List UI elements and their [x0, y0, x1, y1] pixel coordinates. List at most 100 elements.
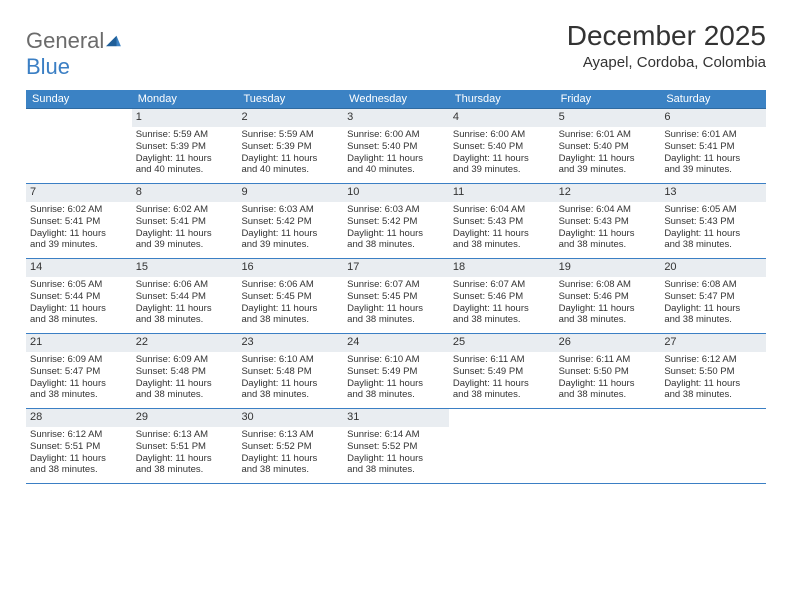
day-cell: 29 Sunrise: 6:13 AMSunset: 5:51 PMDayligh…	[132, 409, 238, 483]
sunset-text: Sunset: 5:48 PM	[136, 366, 234, 378]
sunset-text: Sunset: 5:51 PM	[136, 441, 234, 453]
daylight-text: Daylight: 11 hours	[30, 453, 128, 465]
sunset-text: Sunset: 5:47 PM	[664, 291, 762, 303]
day-number: 17	[343, 259, 449, 277]
daylight-text: and 38 minutes.	[30, 389, 128, 401]
sunset-text: Sunset: 5:44 PM	[30, 291, 128, 303]
dow-cell: Sunday	[26, 90, 132, 108]
daylight-text: Daylight: 11 hours	[136, 153, 234, 165]
sunrise-text: Sunrise: 5:59 AM	[136, 129, 234, 141]
brand-logo: GeneralBlue	[26, 20, 122, 80]
day-cell	[555, 409, 661, 483]
sunrise-text: Sunrise: 6:02 AM	[136, 204, 234, 216]
sunset-text: Sunset: 5:41 PM	[664, 141, 762, 153]
sunset-text: Sunset: 5:52 PM	[347, 441, 445, 453]
day-number: 3	[343, 109, 449, 127]
daylight-text: Daylight: 11 hours	[241, 153, 339, 165]
day-cell: 27Sunrise: 6:12 AMSunset: 5:50 PMDayligh…	[660, 334, 766, 408]
daylight-text: and 38 minutes.	[241, 464, 339, 476]
dow-cell: Tuesday	[237, 90, 343, 108]
daylight-text: and 39 minutes.	[559, 164, 657, 176]
sunrise-text: Sunrise: 6:04 AM	[559, 204, 657, 216]
sunrise-text: Sunrise: 6:06 AM	[241, 279, 339, 291]
sunrise-text: Sunrise: 6:05 AM	[30, 279, 128, 291]
sunrise-text: Sunrise: 6:12 AM	[30, 429, 128, 441]
sunrise-text: Sunrise: 6:08 AM	[664, 279, 762, 291]
sunrise-text: Sunrise: 6:07 AM	[453, 279, 551, 291]
sunset-text: Sunset: 5:52 PM	[241, 441, 339, 453]
week-row: 28Sunrise: 6:12 AMSunset: 5:51 PMDayligh…	[26, 409, 766, 484]
day-number: 12	[555, 184, 661, 202]
day-number: 8	[132, 184, 238, 202]
sunrise-text: Sunrise: 6:12 AM	[664, 354, 762, 366]
day-cell: 9Sunrise: 6:03 AMSunset: 5:42 PMDaylight…	[237, 184, 343, 258]
day-number: 22	[132, 334, 238, 352]
sunrise-text: Sunrise: 6:14 AM	[347, 429, 445, 441]
sunrise-text: Sunrise: 6:02 AM	[30, 204, 128, 216]
day-cell: 30Sunrise: 6:13 AMSunset: 5:52 PMDayligh…	[237, 409, 343, 483]
day-number: 11	[449, 184, 555, 202]
daylight-text: Daylight: 11 hours	[347, 303, 445, 315]
day-number: 20	[660, 259, 766, 277]
day-cell	[449, 409, 555, 483]
sunset-text: Sunset: 5:50 PM	[559, 366, 657, 378]
sunset-text: Sunset: 5:40 PM	[347, 141, 445, 153]
sunrise-text: Sunrise: 6:13 AM	[136, 429, 234, 441]
daylight-text: and 39 minutes.	[30, 239, 128, 251]
sunset-text: Sunset: 5:49 PM	[453, 366, 551, 378]
sunrise-text: Sunrise: 6:09 AM	[30, 354, 128, 366]
header: GeneralBlue December 2025 Ayapel, Cordob…	[26, 20, 766, 80]
day-cell: 12Sunrise: 6:04 AMSunset: 5:43 PMDayligh…	[555, 184, 661, 258]
day-number: 6	[660, 109, 766, 127]
day-number: 1	[132, 109, 238, 127]
day-number: 25	[449, 334, 555, 352]
sunset-text: Sunset: 5:45 PM	[241, 291, 339, 303]
daylight-text: Daylight: 11 hours	[559, 303, 657, 315]
daylight-text: Daylight: 11 hours	[347, 228, 445, 240]
daylight-text: and 39 minutes.	[664, 164, 762, 176]
calendar: Sunday Monday Tuesday Wednesday Thursday…	[26, 90, 766, 484]
daylight-text: Daylight: 11 hours	[664, 153, 762, 165]
day-number: 29	[132, 409, 238, 427]
daylight-text: Daylight: 11 hours	[559, 228, 657, 240]
sunrise-text: Sunrise: 6:10 AM	[347, 354, 445, 366]
day-cell: 21Sunrise: 6:09 AMSunset: 5:47 PMDayligh…	[26, 334, 132, 408]
sunrise-text: Sunrise: 6:05 AM	[664, 204, 762, 216]
day-cell: 8Sunrise: 6:02 AMSunset: 5:41 PMDaylight…	[132, 184, 238, 258]
sunrise-text: Sunrise: 6:11 AM	[559, 354, 657, 366]
day-number: 23	[237, 334, 343, 352]
page-title: December 2025	[567, 20, 766, 52]
day-number: 28	[26, 409, 132, 427]
daylight-text: and 38 minutes.	[664, 314, 762, 326]
day-cell: 2 Sunrise: 5:59 AMSunset: 5:39 PMDaylight…	[237, 109, 343, 183]
sunrise-text: Sunrise: 6:09 AM	[136, 354, 234, 366]
week-row: 1Sunrise: 5:59 AMSunset: 5:39 PMDaylight…	[26, 109, 766, 184]
day-number: 2	[237, 109, 343, 127]
sunrise-text: Sunrise: 6:03 AM	[347, 204, 445, 216]
sunrise-text: Sunrise: 5:59 AM	[241, 129, 339, 141]
day-number: 5	[555, 109, 661, 127]
sunrise-text: Sunrise: 6:00 AM	[347, 129, 445, 141]
daylight-text: and 40 minutes.	[241, 164, 339, 176]
sunset-text: Sunset: 5:43 PM	[453, 216, 551, 228]
sunset-text: Sunset: 5:39 PM	[241, 141, 339, 153]
day-number: 30	[237, 409, 343, 427]
daylight-text: and 38 minutes.	[559, 314, 657, 326]
daylight-text: and 38 minutes.	[559, 239, 657, 251]
day-number: 4	[449, 109, 555, 127]
daylight-text: Daylight: 11 hours	[241, 228, 339, 240]
daylight-text: Daylight: 11 hours	[136, 228, 234, 240]
day-cell: 5Sunrise: 6:01 AMSunset: 5:40 PMDaylight…	[555, 109, 661, 183]
sunrise-text: Sunrise: 6:00 AM	[453, 129, 551, 141]
daylight-text: Daylight: 11 hours	[136, 378, 234, 390]
sail-icon	[104, 28, 122, 42]
daylight-text: and 40 minutes.	[347, 164, 445, 176]
daylight-text: Daylight: 11 hours	[664, 378, 762, 390]
daylight-text: Daylight: 11 hours	[136, 453, 234, 465]
sunset-text: Sunset: 5:42 PM	[241, 216, 339, 228]
sunset-text: Sunset: 5:47 PM	[30, 366, 128, 378]
daylight-text: and 40 minutes.	[136, 164, 234, 176]
day-cell: 1Sunrise: 5:59 AMSunset: 5:39 PMDaylight…	[132, 109, 238, 183]
sunset-text: Sunset: 5:40 PM	[453, 141, 551, 153]
day-number: 10	[343, 184, 449, 202]
